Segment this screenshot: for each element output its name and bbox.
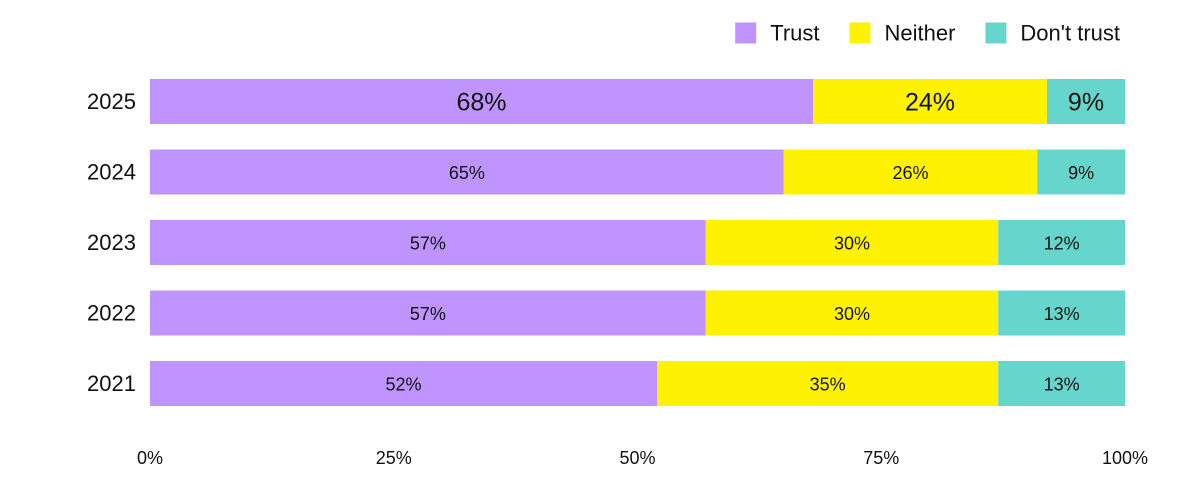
legend-swatch: [985, 22, 1007, 44]
x-tick-label: 50%: [619, 448, 655, 468]
category-labels: 2025 2024 2023 2022 2021: [87, 89, 136, 396]
category-label-2022: 2022: [87, 301, 136, 326]
data-label-don-t-trust-2021: 13%: [1044, 375, 1080, 395]
legend-label: Neither: [885, 21, 956, 46]
data-label-don-t-trust-2023: 12%: [1044, 234, 1080, 254]
bar-segment-trust-2025: [150, 79, 813, 124]
legend-item-trust: Trust: [735, 21, 820, 46]
bar-segment-don-t-trust-2022: [998, 290, 1125, 336]
data-label-trust-2021: 52%: [385, 375, 421, 395]
x-axis-tick-labels: 0% 25% 50% 75% 100%: [137, 448, 1148, 468]
data-label-don-t-trust-2022: 13%: [1044, 304, 1080, 324]
bar-row-2023: 57% 30% 12%: [150, 220, 1125, 265]
bar-row-2021: 52% 35% 13%: [150, 361, 1125, 406]
bar-row-2025: 68% 24% 9%: [150, 79, 1125, 124]
bar-segment-neither-2024: [783, 149, 1038, 195]
bars: 68% 24% 9% 65% 26% 9% 57% 30% 12% 57% 30% 13% 52% 35%…: [150, 79, 1125, 406]
category-label-2024: 2024: [87, 160, 136, 185]
bar-segment-don-t-trust-2023: [998, 220, 1125, 265]
legend-swatch: [849, 22, 871, 44]
data-label-neither-2023: 30%: [834, 234, 870, 254]
legend-swatch: [735, 22, 757, 44]
data-label-trust-2024: 65%: [449, 163, 485, 183]
category-label-2021: 2021: [87, 371, 136, 396]
bar-segment-don-t-trust-2024: [1037, 149, 1125, 195]
x-tick-label: 25%: [376, 448, 412, 468]
x-tick-label: 75%: [863, 448, 899, 468]
bar-row-2024: 65% 26% 9%: [150, 149, 1125, 195]
category-label-2023: 2023: [87, 230, 136, 255]
data-label-don-t-trust-2024: 9%: [1068, 163, 1094, 183]
bar-segment-trust-2023: [150, 220, 706, 265]
data-label-trust-2025: 68%: [456, 89, 506, 117]
data-label-neither-2025: 24%: [905, 89, 955, 117]
legend-item-don-t-trust: Don't trust: [985, 21, 1120, 46]
legend-label: Trust: [770, 21, 819, 46]
bar-segment-trust-2022: [150, 290, 706, 336]
bar-segment-neither-2022: [705, 290, 999, 336]
bar-segment-trust-2021: [150, 361, 657, 406]
x-tick-label: 0%: [137, 448, 163, 468]
legend-item-neither: Neither: [849, 21, 956, 46]
bar-segment-neither-2025: [813, 79, 1047, 124]
x-tick-label: 100%: [1102, 448, 1148, 468]
data-label-trust-2023: 57%: [410, 234, 446, 254]
bar-segment-neither-2023: [705, 220, 999, 265]
bar-row-2022: 57% 30% 13%: [150, 290, 1125, 336]
data-label-neither-2024: 26%: [892, 163, 928, 183]
data-label-neither-2021: 35%: [810, 375, 846, 395]
category-label-2025: 2025: [87, 89, 136, 114]
bar-segment-neither-2021: [657, 361, 999, 406]
bar-segment-trust-2024: [150, 149, 784, 195]
bar-segment-don-t-trust-2025: [1047, 79, 1125, 124]
legend-label: Don't trust: [1020, 21, 1120, 46]
legend: Trust Neither Don't trust: [735, 21, 1120, 46]
bar-segment-don-t-trust-2021: [998, 361, 1125, 406]
data-label-don-t-trust-2025: 9%: [1068, 89, 1104, 117]
data-label-neither-2022: 30%: [834, 304, 870, 324]
data-label-trust-2022: 57%: [410, 304, 446, 324]
